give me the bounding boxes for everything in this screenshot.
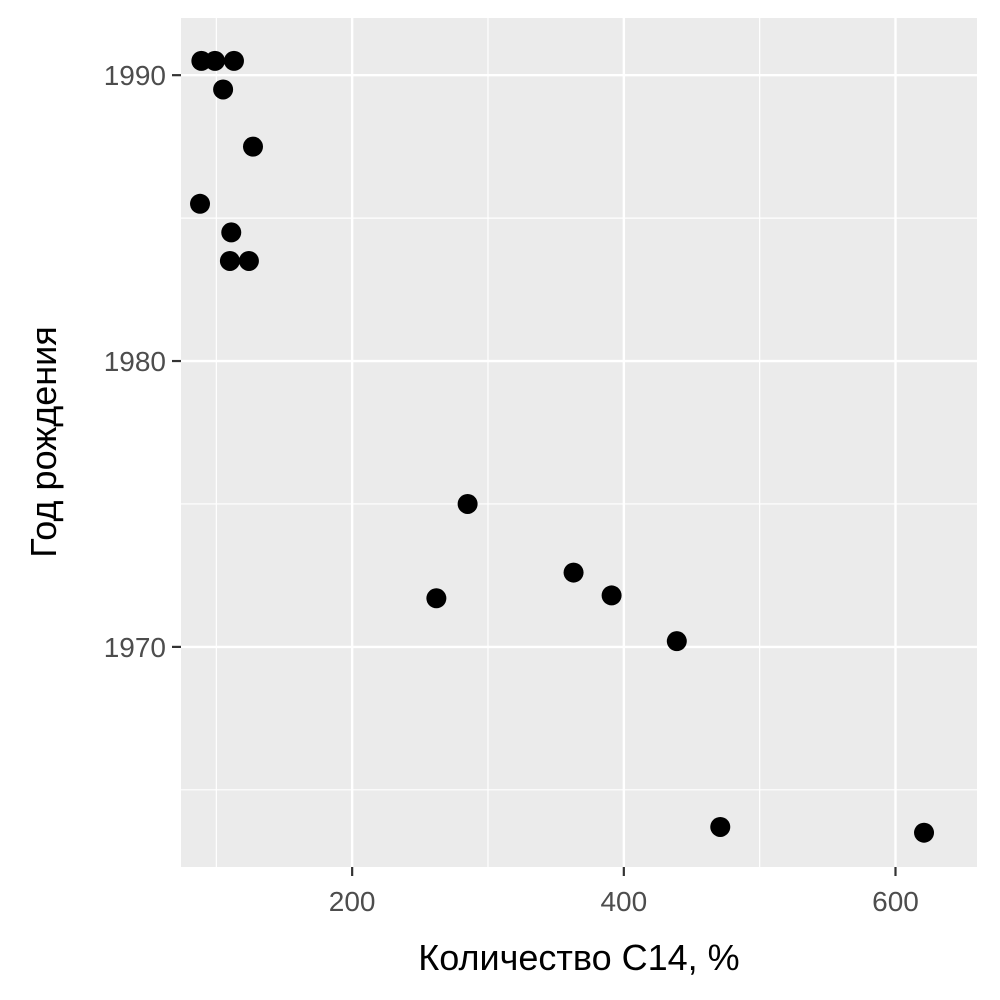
- data-point: [213, 79, 234, 100]
- data-point: [457, 493, 478, 514]
- data-point: [563, 562, 584, 583]
- data-points: [190, 50, 935, 843]
- x-tick-label: 200: [329, 886, 376, 917]
- data-point: [190, 193, 211, 214]
- x-tick-label: 400: [600, 886, 647, 917]
- data-point: [710, 816, 731, 837]
- plot-panel: [181, 18, 977, 867]
- minor-gridlines: [181, 18, 977, 867]
- data-point: [242, 136, 263, 157]
- major-gridlines: [181, 18, 977, 867]
- y-tick-label: 1980: [104, 346, 166, 377]
- y-axis-ticks: 1970 1980 1990: [104, 60, 181, 663]
- data-point: [238, 250, 259, 271]
- y-tick-label: 1970: [104, 632, 166, 663]
- x-tick-label: 600: [872, 886, 919, 917]
- data-point: [223, 50, 244, 71]
- data-point: [601, 585, 622, 606]
- data-point: [219, 250, 240, 271]
- data-point: [426, 588, 447, 609]
- y-axis-title: Год рождения: [23, 326, 64, 558]
- data-point: [914, 822, 935, 843]
- x-axis-title: Количество С14, %: [418, 937, 739, 978]
- data-point: [221, 222, 242, 243]
- y-tick-label: 1990: [104, 60, 166, 91]
- data-point: [204, 50, 225, 71]
- data-point: [666, 631, 687, 652]
- x-axis-ticks: 200 400 600: [329, 867, 919, 917]
